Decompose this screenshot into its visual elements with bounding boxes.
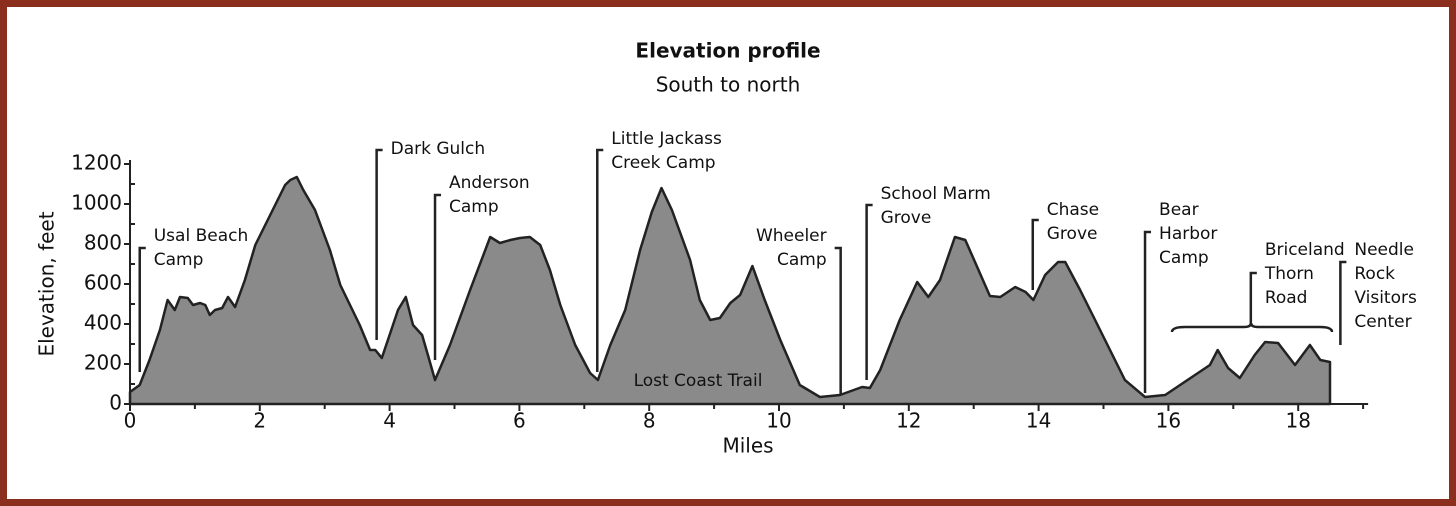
annotation-text: Center: [1354, 312, 1411, 332]
annotation-leader: [596, 148, 604, 372]
x-tick-label: 2: [253, 409, 266, 433]
annotation-text: Camp: [154, 250, 204, 270]
annotation-text: Camp: [777, 250, 827, 270]
annotation-leader: [834, 246, 842, 395]
annotation-leader: [1339, 260, 1347, 345]
x-tick-label: 12: [896, 409, 921, 433]
y-tick-label: 800: [84, 231, 122, 255]
y-axis-label: Elevation, feet: [35, 211, 59, 356]
x-tick-label: 14: [1026, 409, 1051, 433]
annotation-text: Needle: [1354, 240, 1414, 260]
annotation-leader: [433, 193, 442, 360]
y-tick-label: 1000: [71, 191, 122, 215]
chart-subtitle: South to north: [656, 73, 801, 97]
x-tick-label: 6: [513, 409, 526, 433]
annotation-text: Visitors: [1354, 288, 1417, 308]
annotation-text: Wheeler: [756, 226, 827, 246]
annotation-text: Bear: [1159, 200, 1199, 220]
annotation-text: Thorn: [1264, 264, 1314, 284]
y-tick-label: 200: [84, 351, 122, 375]
annotation-leader: [1031, 218, 1039, 290]
annotation-text: School Marm: [881, 184, 991, 204]
x-tick-label: 4: [383, 409, 396, 433]
annotation-text: Rock: [1354, 264, 1395, 284]
y-tick-label: 400: [84, 311, 122, 335]
x-tick-label: 16: [1156, 409, 1181, 433]
y-tick-label: 600: [84, 271, 122, 295]
annotation-text: Camp: [1159, 248, 1209, 268]
annotation-text: Camp: [449, 197, 499, 217]
annotation-leader: [138, 246, 146, 372]
annotation-text: Chase: [1047, 200, 1099, 220]
x-axis-label: Miles: [722, 434, 773, 458]
x-tick-label: 10: [766, 409, 791, 433]
annotation-text: Harbor: [1159, 224, 1217, 244]
x-tick-label: 0: [124, 409, 137, 433]
annotation-text: Little Jackass: [611, 129, 722, 149]
annotation-leader: [1143, 230, 1152, 393]
chart-title: Elevation profile: [635, 39, 820, 63]
annotation-text: Dark Gulch: [391, 139, 486, 159]
annotation-text: Anderson: [449, 173, 530, 193]
elevation-area: [128, 175, 1332, 406]
annotation-leader: [375, 148, 383, 340]
annotation-text: Road: [1265, 288, 1308, 308]
annotation-text: Grove: [881, 208, 932, 228]
annotation-leader: [865, 203, 873, 380]
annotation-text: Briceland: [1265, 240, 1345, 260]
annotation-text: Creek Camp: [611, 153, 715, 173]
y-tick-label: 0: [109, 391, 122, 415]
x-tick-label: 18: [1285, 409, 1310, 433]
x-tick-label: 8: [643, 409, 656, 433]
annotation-text: Usal Beach: [154, 226, 249, 246]
bracket: [1170, 322, 1334, 333]
trail-label: Lost Coast Trail: [634, 371, 763, 391]
y-tick-label: 1200: [71, 151, 122, 175]
annotation-text: Grove: [1047, 224, 1098, 244]
annotation-leader: [1249, 271, 1257, 325]
